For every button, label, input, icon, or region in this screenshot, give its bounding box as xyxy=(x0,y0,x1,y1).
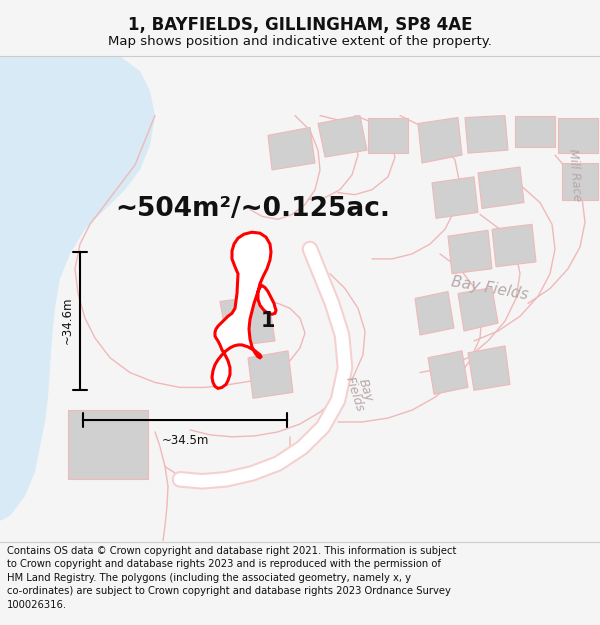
Polygon shape xyxy=(318,116,367,157)
Text: 1, BAYFIELDS, GILLINGHAM, SP8 4AE: 1, BAYFIELDS, GILLINGHAM, SP8 4AE xyxy=(128,16,472,34)
Polygon shape xyxy=(368,118,408,153)
Text: ~34.5m: ~34.5m xyxy=(161,434,209,447)
Polygon shape xyxy=(492,224,536,267)
Polygon shape xyxy=(478,167,524,209)
Polygon shape xyxy=(465,116,508,153)
Polygon shape xyxy=(268,127,315,170)
Polygon shape xyxy=(212,232,276,388)
Polygon shape xyxy=(515,116,555,148)
Polygon shape xyxy=(220,296,275,347)
Polygon shape xyxy=(458,288,498,331)
Polygon shape xyxy=(418,118,462,163)
Text: Map shows position and indicative extent of the property.: Map shows position and indicative extent… xyxy=(108,36,492,48)
Polygon shape xyxy=(562,163,598,199)
Polygon shape xyxy=(468,346,510,391)
Text: Bay
Fields: Bay Fields xyxy=(343,371,377,414)
Text: ~504m²/~0.125ac.: ~504m²/~0.125ac. xyxy=(115,196,390,222)
Polygon shape xyxy=(428,351,468,394)
Text: Bay Fields: Bay Fields xyxy=(450,274,530,302)
Text: Mill Race: Mill Race xyxy=(566,148,584,202)
Text: Contains OS data © Crown copyright and database right 2021. This information is : Contains OS data © Crown copyright and d… xyxy=(7,546,457,610)
Polygon shape xyxy=(558,118,598,153)
Text: ~34.6m: ~34.6m xyxy=(61,297,74,344)
Polygon shape xyxy=(248,351,293,398)
Polygon shape xyxy=(432,177,478,218)
Polygon shape xyxy=(68,410,148,479)
Text: 1: 1 xyxy=(261,311,275,331)
Polygon shape xyxy=(448,230,492,274)
Polygon shape xyxy=(415,291,454,335)
Polygon shape xyxy=(0,56,155,521)
